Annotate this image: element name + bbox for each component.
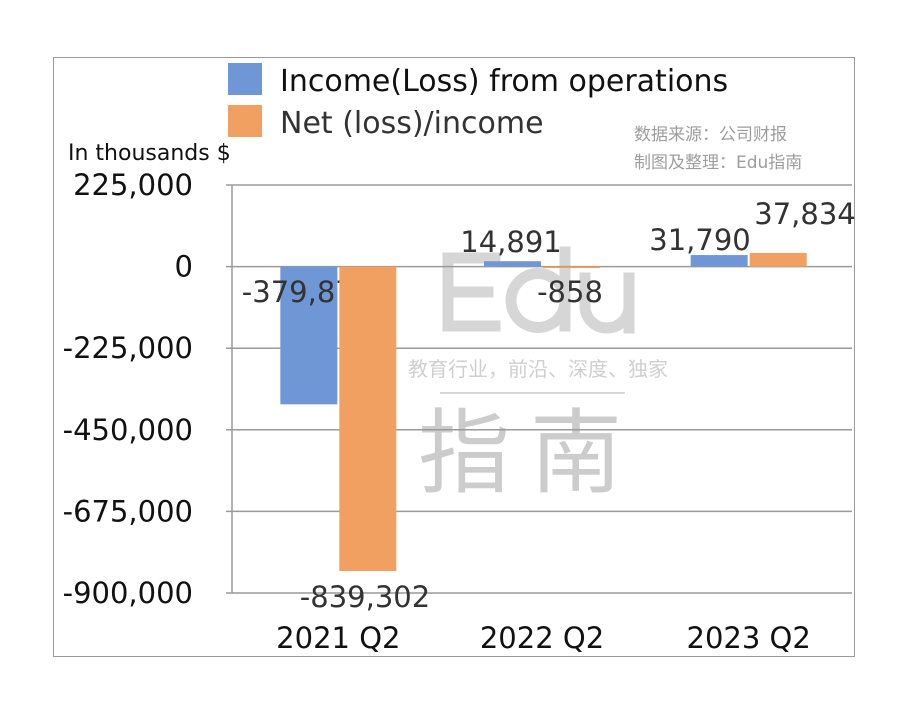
legend-swatch (228, 63, 262, 95)
bar-net-income (543, 266, 600, 269)
legend-label: Income(Loss) from operations (280, 64, 728, 99)
watermark-edu-e (442, 252, 501, 332)
data-label: -839,302 (300, 580, 430, 614)
bar-operations (690, 255, 748, 267)
y-tick-label: -675,000 (63, 494, 193, 528)
y-tick-label: 0 (175, 250, 193, 284)
data-label: 37,834 (754, 197, 855, 231)
y-tick-label: -225,000 (63, 331, 193, 365)
y-tick-label: 225,000 (73, 168, 193, 202)
bar-net-income (749, 252, 807, 267)
x-tick-label: 2023 Q2 (687, 621, 811, 655)
y-axis-label: In thousands $ (68, 141, 231, 166)
source-note: 数据来源：公司财报 (634, 125, 787, 145)
data-label: -858 (537, 275, 603, 309)
y-tick-label: -900,000 (63, 576, 193, 610)
x-tick-label: 2021 Q2 (276, 621, 400, 655)
chart-frame (53, 57, 855, 657)
data-label: 14,891 (460, 225, 561, 259)
bar-operations (280, 266, 338, 405)
bar-net-income (339, 266, 397, 571)
y-tick-label: -450,000 (63, 413, 193, 447)
legend-swatch (228, 105, 262, 137)
watermark-cn: 指南 (418, 400, 642, 507)
watermark-edu-u (579, 272, 635, 334)
bar-operations (484, 261, 541, 267)
data-label: 31,790 (649, 223, 750, 257)
x-tick-label: 2022 Q2 (480, 621, 604, 655)
watermark-edu-d (505, 246, 571, 333)
source-note: 制图及整理：Edu指南 (634, 153, 802, 173)
legend-label: Net (loss)/income (280, 106, 544, 141)
watermark-slogan: 教育行业，前沿、深度、独家 (408, 357, 668, 381)
